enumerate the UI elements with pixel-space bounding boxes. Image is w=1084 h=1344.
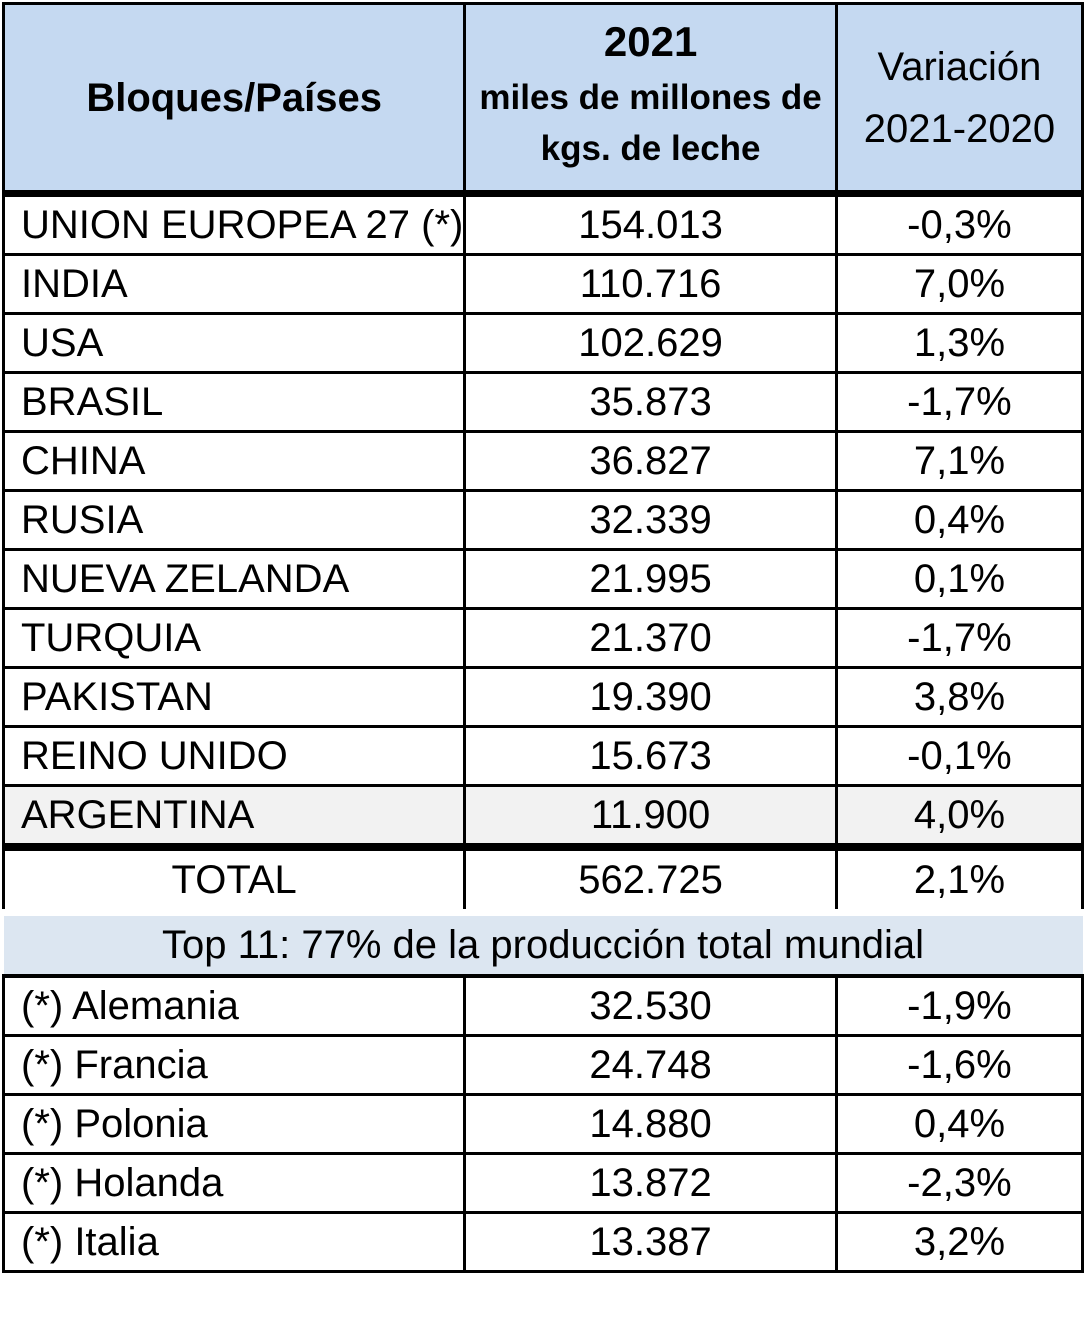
country-name: TURQUIA [1,607,467,669]
total-row: TOTAL 562.725 2,1% [1,845,1084,914]
production-value: 21.995 [463,548,838,610]
country-name: USA [1,312,467,374]
country-name: CHINA [1,430,467,492]
eu-country-name: (*) Alemania [1,974,467,1037]
milk-production-table: Bloques/Países 2021 miles de millones de… [1,2,1084,1273]
variation-value: -0,1% [834,725,1084,787]
header-variacion: Variación 2021-2020 [834,2,1084,197]
production-value: 19.390 [463,666,838,728]
table-row: USA 102.629 1,3% [1,312,1084,374]
note-row: Top 11: 77% de la producción total mundi… [3,909,1083,978]
production-value: 35.873 [463,371,838,433]
eu-country-name: (*) Polonia [1,1093,467,1155]
header-2021-production: 2021 miles de millones de kgs. de leche [463,2,838,197]
production-value: 11.900 [463,784,838,851]
country-name: RUSIA [1,489,467,551]
variation-value: 1,3% [834,312,1084,374]
header-row: Bloques/Países 2021 miles de millones de… [1,2,1084,197]
table-row: RUSIA 32.339 0,4% [1,489,1084,551]
production-value: 24.748 [463,1034,838,1096]
variation-value: 0,1% [834,548,1084,610]
variation-value: 7,0% [834,253,1084,315]
variation-value: 3,2% [834,1211,1084,1273]
table-row: PAKISTAN 19.390 3,8% [1,666,1084,728]
eu-table-row: (*) Italia 13.387 3,2% [1,1211,1084,1273]
country-name: BRASIL [1,371,467,433]
table-row: REINO UNIDO 15.673 -0,1% [1,725,1084,787]
header-bloques-paises: Bloques/Países [1,2,467,197]
table-row: BRASIL 35.873 -1,7% [1,371,1084,433]
eu-table-row: (*) Polonia 14.880 0,4% [1,1093,1084,1155]
total-label: TOTAL [1,845,467,914]
variation-value: 0,4% [834,1093,1084,1155]
country-name: ARGENTINA [1,784,467,851]
eu-table-row: (*) Alemania 32.530 -1,9% [1,974,1084,1037]
variation-value: -1,7% [834,607,1084,669]
variation-value: 7,1% [834,430,1084,492]
variation-value: -2,3% [834,1152,1084,1214]
production-value: 154.013 [463,192,838,256]
production-value: 32.530 [463,974,838,1037]
variation-value: 3,8% [834,666,1084,728]
table-row: NUEVA ZELANDA 21.995 0,1% [1,548,1084,610]
top-11-note: Top 11: 77% de la producción total mundi… [3,909,1083,978]
variation-value: -0,3% [834,192,1084,256]
production-value: 36.827 [463,430,838,492]
eu-table-row: (*) Holanda 13.872 -2,3% [1,1152,1084,1214]
eu-country-name: (*) Italia [1,1211,467,1273]
eu-table-row: (*) Francia 24.748 -1,6% [1,1034,1084,1096]
eu-country-name: (*) Francia [1,1034,467,1096]
country-name: NUEVA ZELANDA [1,548,467,610]
production-value: 13.387 [463,1211,838,1273]
table-row: TURQUIA 21.370 -1,7% [1,607,1084,669]
variation-value: -1,7% [834,371,1084,433]
header-year: 2021 [603,17,698,65]
table-row: INDIA 110.716 7,0% [1,253,1084,315]
header-variacion-line2: 2021-2020 [863,106,1056,151]
variation-value: 0,4% [834,489,1084,551]
header-variacion-line1: Variación [877,44,1042,89]
total-value: 562.725 [463,845,838,914]
production-value: 32.339 [463,489,838,551]
header-unit-line2: kgs. de leche [540,128,761,168]
production-value: 21.370 [463,607,838,669]
table-row-argentina: ARGENTINA 11.900 4,0% [1,784,1084,851]
production-value: 102.629 [463,312,838,374]
country-name: INDIA [1,253,467,315]
eu-country-name: (*) Holanda [1,1152,467,1214]
production-value: 14.880 [463,1093,838,1155]
variation-value: 4,0% [834,784,1084,851]
total-variation: 2,1% [834,845,1084,914]
production-value: 13.872 [463,1152,838,1214]
production-value: 15.673 [463,725,838,787]
table-row: CHINA 36.827 7,1% [1,430,1084,492]
variation-value: -1,6% [834,1034,1084,1096]
header-unit-line1: miles de millones de [479,77,822,117]
country-name: UNION EUROPEA 27 (*) [1,192,467,256]
table-row: UNION EUROPEA 27 (*) 154.013 -0,3% [1,192,1084,256]
production-value: 110.716 [463,253,838,315]
variation-value: -1,9% [834,974,1084,1037]
country-name: REINO UNIDO [1,725,467,787]
country-name: PAKISTAN [1,666,467,728]
